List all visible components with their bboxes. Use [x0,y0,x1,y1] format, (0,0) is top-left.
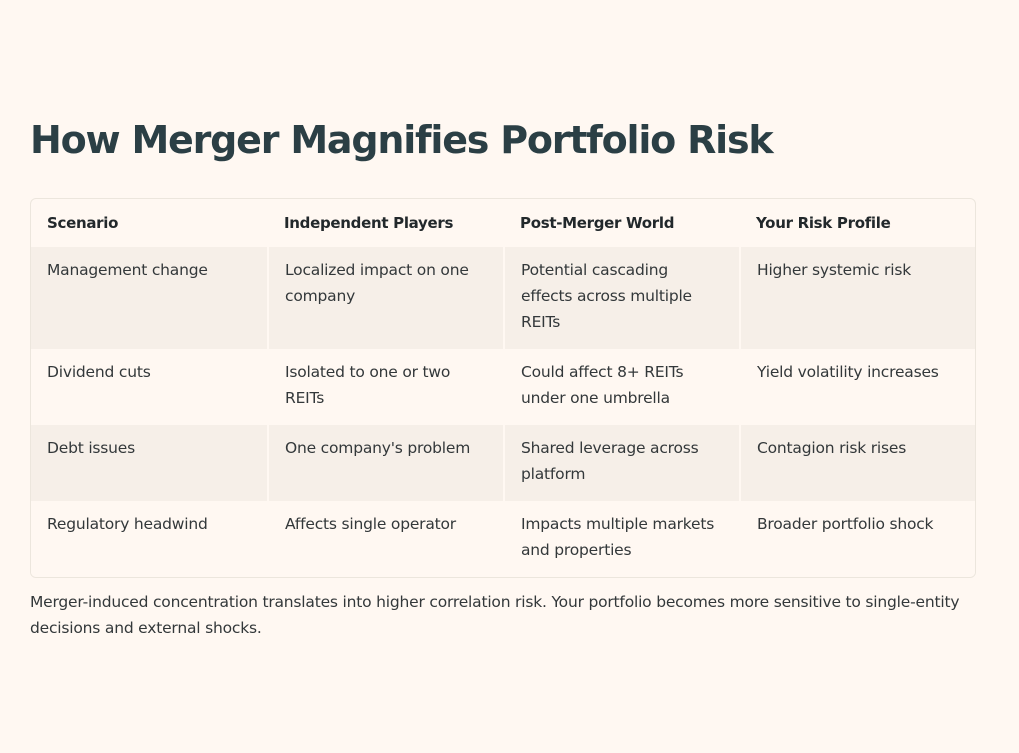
header-post-merger-world: Post-Merger World [520,214,675,232]
footnote-text: Merger-induced concentration translates … [30,593,960,637]
table-cell: Regulatory headwind [31,501,268,577]
table-cell: Shared leverage across platform [503,425,740,501]
table-row: Debt issues One company's problem Shared… [31,425,975,501]
table-cell: Contagion risk rises [739,425,975,501]
table-cell: Broader portfolio shock [739,501,975,577]
table-cell: Management change [31,247,268,349]
table-row: Regulatory headwind Affects single opera… [31,501,975,577]
table-cell: Yield volatility increases [739,349,975,425]
page-title: How Merger Magnifies Portfolio Risk [30,118,774,162]
table-cell: Debt issues [31,425,268,501]
table-cell: Affects single operator [267,501,504,577]
table-row: Dividend cuts Isolated to one or two REI… [31,349,975,425]
header-independent-players: Independent Players [284,214,454,232]
table-cell: Isolated to one or two REITs [267,349,504,425]
table-header-row: Scenario Independent Players Post-Merger… [31,199,975,247]
table-cell: Localized impact on one company [267,247,504,349]
table-cell: Dividend cuts [31,349,268,425]
table-cell: One company's problem [267,425,504,501]
table-cell: Higher systemic risk [739,247,975,349]
header-scenario: Scenario [47,214,119,232]
table-cell: Could affect 8+ REITs under one umbrella [503,349,740,425]
risk-table-container: Scenario Independent Players Post-Merger… [30,198,976,578]
table-cell: Potential cascading effects across multi… [503,247,740,349]
risk-table: Scenario Independent Players Post-Merger… [31,199,975,577]
table-cell: Impacts multiple markets and properties [503,501,740,577]
header-your-risk-profile: Your Risk Profile [756,214,891,232]
table-row: Management change Localized impact on on… [31,247,975,349]
